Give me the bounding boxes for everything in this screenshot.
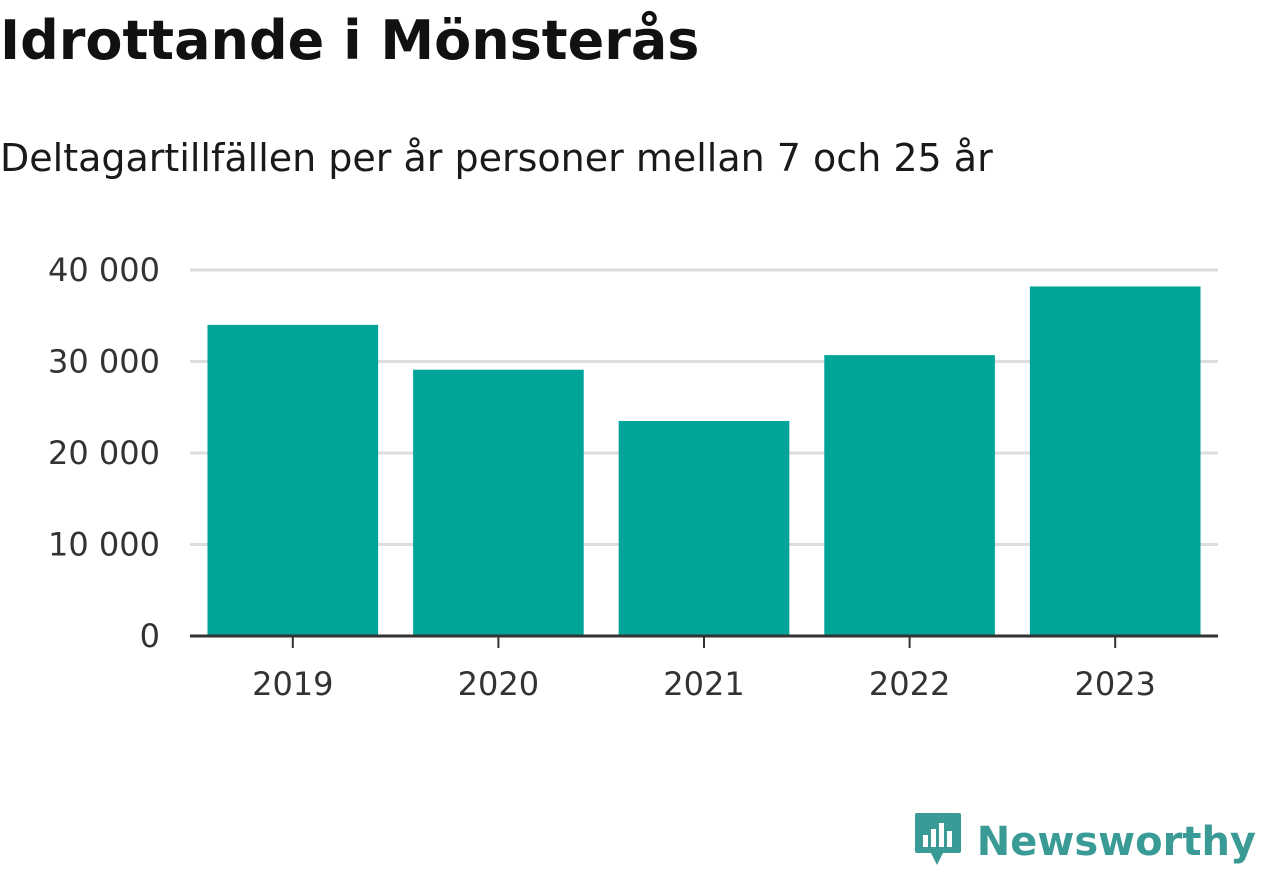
y-tick-label: 30 000 bbox=[48, 343, 160, 381]
brand-name: Newsworthy bbox=[976, 819, 1256, 865]
newsworthy-logo-icon bbox=[913, 811, 963, 873]
y-tick-label: 20 000 bbox=[48, 434, 160, 472]
chart-subtitle: Deltagartillfällen per år personer mella… bbox=[0, 136, 993, 180]
x-tick-label: 2020 bbox=[458, 665, 539, 703]
bar bbox=[413, 369, 584, 636]
bar bbox=[618, 420, 790, 636]
y-tick-label: 40 000 bbox=[48, 251, 160, 289]
x-tick-label: 2022 bbox=[869, 665, 950, 703]
x-tick-labels: 2019 2020 2021 2022 2023 bbox=[252, 665, 1156, 703]
y-tick-label: 0 bbox=[140, 617, 160, 655]
bar bbox=[207, 324, 379, 636]
chart-title: Idrottande i Mönsterås bbox=[0, 9, 700, 72]
y-tick-label: 10 000 bbox=[48, 526, 160, 564]
y-tick-labels: 0 10 000 20 000 30 000 40 000 bbox=[48, 251, 160, 655]
bar bbox=[1029, 286, 1201, 636]
brand-logo: Newsworthy bbox=[913, 811, 1256, 873]
bar bbox=[824, 355, 995, 636]
x-tick-label: 2023 bbox=[1074, 665, 1155, 703]
x-axis bbox=[190, 634, 1218, 648]
bars bbox=[207, 286, 1201, 636]
x-tick-label: 2019 bbox=[252, 665, 333, 703]
x-tick-label: 2021 bbox=[663, 665, 744, 703]
